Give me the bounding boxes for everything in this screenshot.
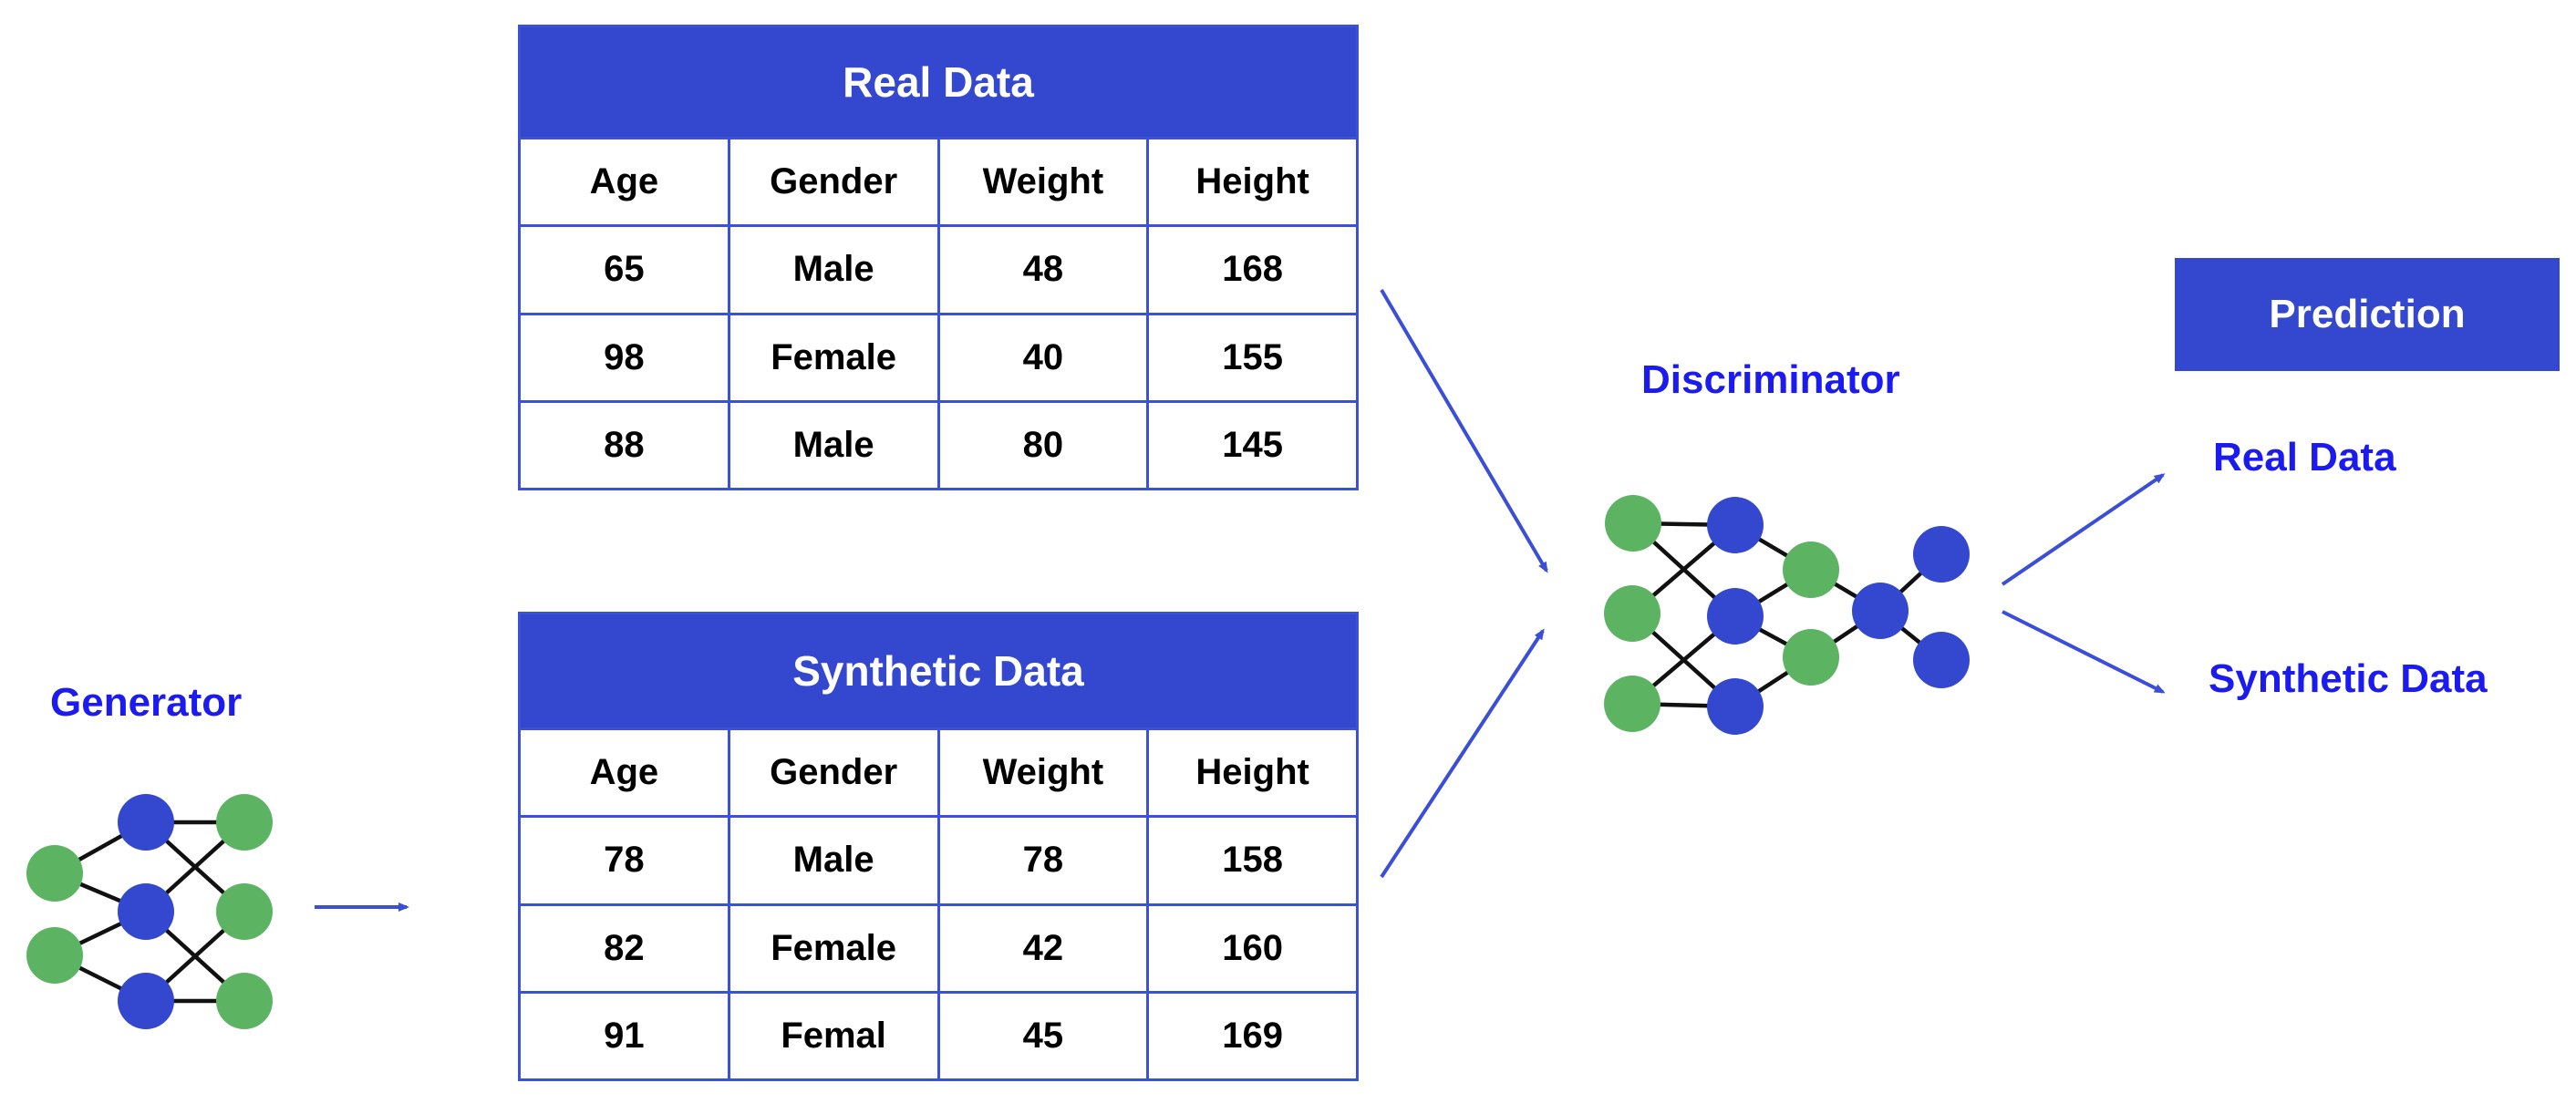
discriminator-to-synthetic-arrow-icon <box>2002 610 2166 694</box>
real-to-discriminator-arrow-icon <box>1380 288 1548 573</box>
table-cell: 169 <box>1149 993 1356 1078</box>
prediction-box: Prediction <box>2175 258 2560 371</box>
table-cell: Female <box>729 905 937 991</box>
generator-neural-network-icon <box>26 794 273 1029</box>
table-cell: 40 <box>939 315 1147 400</box>
synthetic-data-table-title: Synthetic Data <box>521 614 1356 727</box>
table-cell: 65 <box>521 227 728 313</box>
discriminator-to-real-arrow-icon <box>2001 473 2166 586</box>
table-cell: Female <box>729 315 937 400</box>
table-cell: 82 <box>521 905 728 991</box>
table-cell: 145 <box>1149 402 1356 488</box>
column-header: Gender <box>729 730 937 816</box>
synthetic-to-discriminator-arrow-icon <box>1380 628 1545 879</box>
table-cell: 78 <box>939 818 1147 903</box>
table-cell: Male <box>729 818 937 903</box>
column-header: Height <box>1149 730 1356 816</box>
column-header: Height <box>1149 139 1356 225</box>
table-cell: 80 <box>939 402 1147 488</box>
discriminator-neural-network-icon <box>1604 495 1970 735</box>
table-cell: 168 <box>1149 227 1356 313</box>
synthetic-data-table: Synthetic Data Age Gender Weight Height 78 Ma… <box>518 612 1359 1081</box>
discriminator-label: Discriminator <box>1641 357 1900 402</box>
table-cell: Male <box>729 402 937 488</box>
column-header: Weight <box>939 139 1147 225</box>
column-header: Age <box>521 730 728 816</box>
table-cell: 160 <box>1149 905 1356 991</box>
table-cell: Femal <box>729 993 937 1078</box>
column-header: Weight <box>939 730 1147 816</box>
table-cell: 78 <box>521 818 728 903</box>
prediction-synthetic-data-label: Synthetic Data <box>2209 656 2488 701</box>
table-cell: 91 <box>521 993 728 1078</box>
table-cell: 158 <box>1149 818 1356 903</box>
table-cell: Male <box>729 227 937 313</box>
table-cell: 155 <box>1149 315 1356 400</box>
table-cell: 88 <box>521 402 728 488</box>
table-cell: 98 <box>521 315 728 400</box>
real-data-table-title: Real Data <box>521 27 1356 137</box>
column-header: Gender <box>729 139 937 225</box>
prediction-real-data-label: Real Data <box>2213 435 2396 480</box>
table-cell: 45 <box>939 993 1147 1078</box>
generator-label: Generator <box>50 680 243 725</box>
table-cell: 48 <box>939 227 1147 313</box>
column-header: Age <box>521 139 728 225</box>
real-data-table: Real Data Age Gender Weight Height 65 Male 48 1… <box>518 25 1359 490</box>
table-cell: 42 <box>939 905 1147 991</box>
